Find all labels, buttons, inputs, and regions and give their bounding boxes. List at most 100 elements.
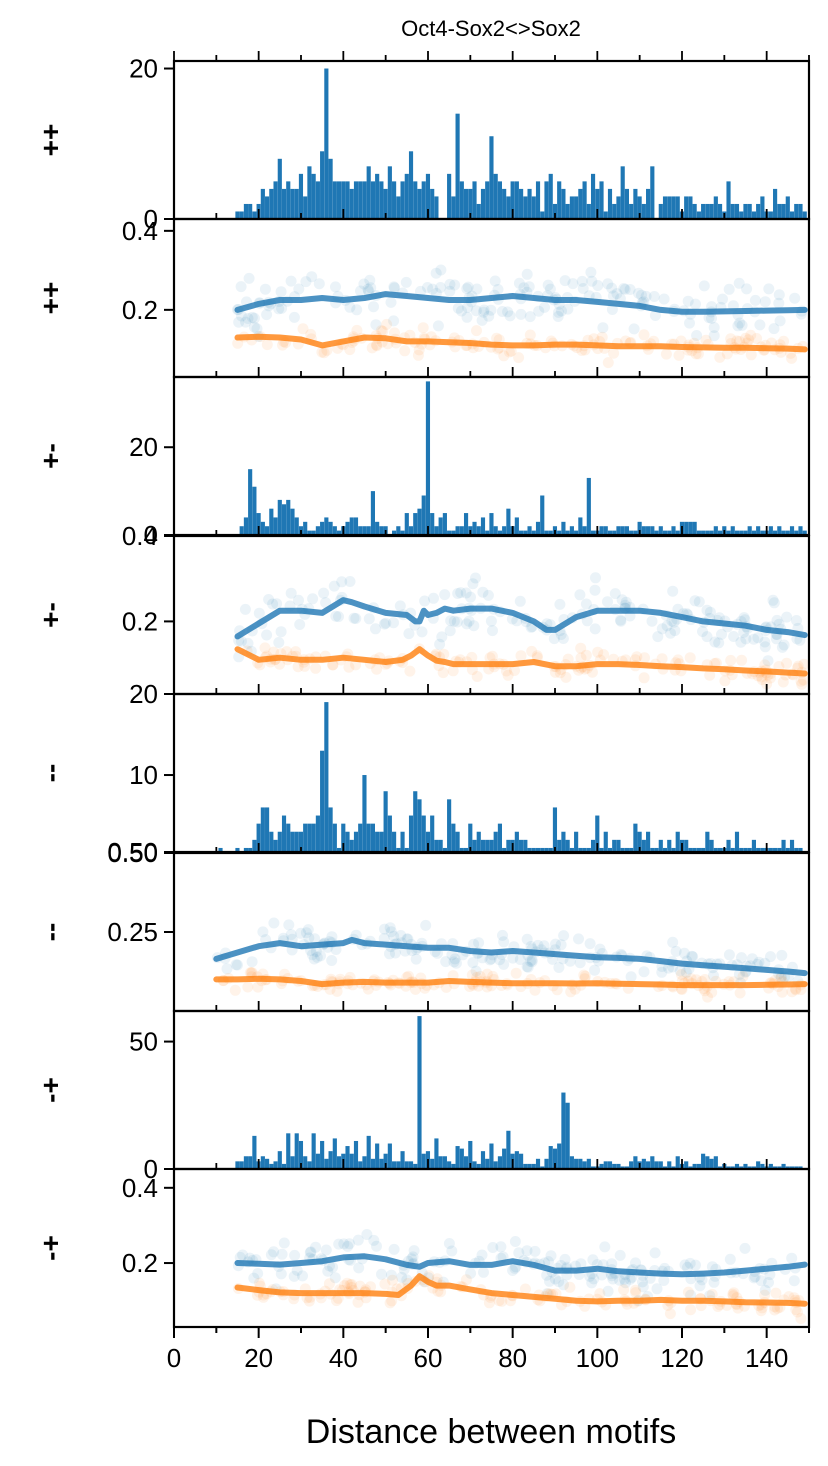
histogram-bar: [624, 847, 629, 852]
histogram-bar: [569, 196, 574, 219]
scatter-point: [791, 615, 802, 626]
histogram-bar: [472, 521, 477, 535]
scatter-point: [300, 927, 312, 939]
scatter-point: [690, 298, 701, 310]
histogram-bar: [366, 823, 371, 852]
scatter-point: [370, 319, 382, 331]
scatter-point: [656, 966, 668, 978]
scatter-point: [795, 1313, 807, 1324]
histogram-bar: [341, 181, 346, 219]
scatter-point: [344, 576, 356, 587]
scatter-point: [308, 953, 320, 965]
scatter-point: [636, 289, 647, 301]
histogram-bar: [586, 847, 591, 852]
x-axis: 0 20 40 60 80 100 120 140: [167, 1327, 810, 1373]
scatter-point: [278, 1237, 290, 1249]
scatter-point: [652, 631, 664, 643]
scatter-point: [274, 658, 286, 670]
histogram-bar: [624, 526, 629, 535]
y-tick-label: 0.2: [122, 295, 158, 325]
panel-8: 0.2 0.4 -+: [35, 1159, 811, 1329]
histogram-bar: [417, 1016, 422, 1169]
y-tick-label: 20: [129, 54, 158, 84]
scatter-point: [675, 969, 687, 980]
histogram-bar: [320, 151, 325, 219]
scatter-point: [630, 1284, 641, 1296]
histogram-bar: [442, 1156, 447, 1169]
histogram-bar: [662, 530, 668, 535]
histogram-bar: [662, 196, 668, 219]
scatter-point: [768, 597, 780, 609]
histogram-bar: [387, 166, 392, 219]
histogram-bar: [425, 173, 431, 219]
scatter-point: [302, 924, 314, 936]
histogram-bar: [336, 1156, 342, 1169]
scatter-point: [492, 284, 504, 295]
histogram-bar: [349, 188, 354, 219]
scatter-point: [574, 589, 586, 601]
scatter-point: [379, 1278, 391, 1290]
scatter-point: [463, 615, 475, 627]
histogram-bar: [383, 791, 388, 852]
histogram-bar: [502, 526, 507, 535]
scatter-point: [587, 1254, 599, 1266]
scatter-point: [240, 316, 252, 328]
panel-4: 0.2 0.4 +-: [35, 521, 811, 696]
y-axis-label: -+: [35, 1077, 66, 1103]
scatter-point: [554, 598, 566, 610]
histogram-bar: [633, 1156, 638, 1169]
scatter-point: [293, 283, 305, 295]
scatter-point: [448, 615, 460, 627]
histogram-bar: [434, 1138, 439, 1169]
scatter-point: [521, 933, 533, 945]
scatter-point: [406, 1253, 418, 1265]
histogram-bar: [265, 1158, 270, 1169]
histogram-bar: [493, 526, 498, 535]
histogram-bar: [531, 1163, 536, 1169]
scatter-point: [789, 292, 801, 304]
histogram-bar: [485, 1158, 490, 1169]
scatter-point: [754, 319, 766, 331]
scatter-point: [468, 938, 480, 950]
histogram-bar: [612, 530, 617, 535]
scatter-point: [685, 1304, 697, 1316]
scatter-point: [371, 339, 382, 351]
histogram-bar: [789, 211, 795, 219]
histogram-bar: [425, 831, 431, 852]
scatter-point: [455, 587, 467, 599]
histogram-bar: [734, 1163, 740, 1169]
scatter-point: [388, 281, 400, 293]
scatter-point: [318, 587, 330, 599]
scatter-point: [386, 1295, 398, 1307]
scatter-point: [444, 625, 456, 637]
histogram-bar: [303, 1156, 308, 1169]
scatter-point: [385, 296, 397, 308]
histogram-bar: [726, 181, 731, 219]
histogram-bar: [756, 526, 761, 535]
scatter-point: [456, 305, 467, 317]
scatter-point: [388, 930, 400, 942]
panel-frame: [172, 692, 811, 854]
scatter-point: [509, 1236, 521, 1247]
histogram-bar: [434, 196, 439, 219]
histogram-bar: [667, 530, 672, 535]
scatter-point: [496, 306, 508, 317]
histogram-bar: [307, 823, 312, 852]
orange-trend-line: [213, 975, 808, 989]
scatter-point: [487, 625, 498, 637]
scatter-point: [609, 588, 621, 600]
histogram-bar: [379, 526, 384, 535]
scatter-point: [352, 1296, 364, 1308]
scatter-point: [470, 305, 482, 317]
scatter-point: [436, 631, 448, 643]
histogram-bar: [646, 1161, 651, 1169]
histogram-bar: [675, 196, 680, 219]
scatter-point: [242, 313, 254, 324]
histogram-bar: [789, 526, 795, 535]
histogram-bar: [519, 530, 524, 535]
histogram-bar: [675, 1156, 680, 1169]
scatter-point: [326, 955, 338, 966]
histogram-bar: [768, 847, 773, 852]
scatter-point: [491, 332, 503, 344]
histogram-bar: [557, 1143, 562, 1169]
